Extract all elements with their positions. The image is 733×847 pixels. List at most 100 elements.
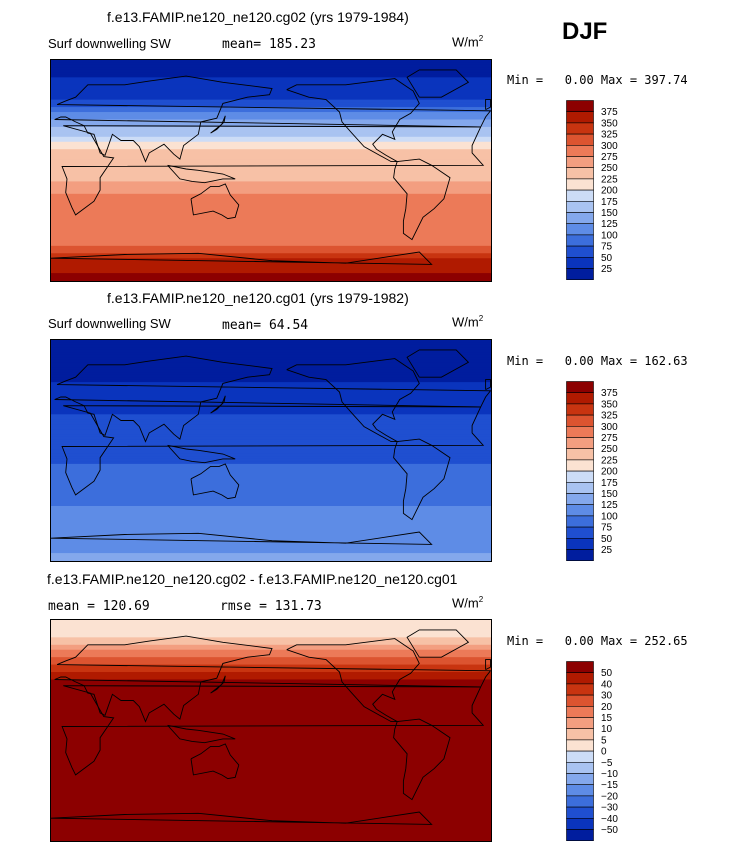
- map-band: [51, 657, 491, 661]
- map-band: [51, 766, 491, 770]
- map-band: [51, 414, 491, 418]
- map-band: [51, 421, 491, 425]
- season-label: DJF: [562, 18, 608, 45]
- map-band: [51, 169, 491, 173]
- map-band: [51, 691, 491, 695]
- map-band: [51, 253, 491, 257]
- map-band: [51, 667, 491, 671]
- colorbar-swatch: [566, 470, 594, 483]
- map-band: [51, 642, 491, 646]
- map-band: [51, 674, 491, 678]
- map-band: [51, 458, 491, 463]
- colorbar-label: 30: [601, 691, 613, 702]
- map-band: [51, 211, 491, 215]
- map-band: [51, 268, 491, 272]
- map-band: [51, 260, 491, 264]
- map-band: [51, 461, 491, 465]
- map-band: [51, 468, 491, 472]
- map-band: [51, 493, 491, 497]
- map-band: [51, 77, 491, 81]
- map-band: [51, 193, 491, 197]
- colorbar-label: −30: [601, 803, 618, 814]
- map-band: [51, 159, 491, 163]
- colorbar-swatch: [566, 739, 594, 752]
- map-band: [51, 379, 491, 383]
- map-band: [51, 250, 491, 254]
- map-band: [51, 151, 491, 155]
- coastline: [286, 78, 420, 163]
- map-band: [51, 396, 491, 401]
- colorbar-swatch: [566, 773, 594, 785]
- map-band: [51, 523, 491, 527]
- coastline: [210, 675, 226, 694]
- colorbar-swatch: [566, 661, 594, 673]
- coastline: [393, 438, 451, 521]
- map-band: [51, 548, 491, 552]
- map-band: [51, 275, 491, 279]
- coastline: [51, 811, 433, 825]
- panel-1-title: f.e13.FAMIP.ne120_ne120.cg02 (yrs 1979-1…: [107, 9, 409, 25]
- map-band: [51, 679, 491, 683]
- map-band: [51, 347, 491, 351]
- coastline: [406, 629, 470, 658]
- colorbar-label: 275: [601, 152, 618, 163]
- colorbar-swatch: [566, 683, 594, 696]
- map-band: [51, 270, 491, 274]
- map-band: [51, 453, 491, 458]
- colorbar-label: 300: [601, 141, 618, 152]
- map-band: [51, 456, 491, 460]
- map-band: [51, 798, 491, 802]
- map-band: [51, 129, 491, 133]
- map-band: [51, 795, 491, 799]
- map-band: [51, 741, 491, 745]
- map-band: [51, 498, 491, 502]
- map-band: [51, 131, 491, 135]
- map-band: [51, 72, 491, 76]
- colorbar-label: 50: [601, 668, 613, 679]
- colorbar-label: 10: [601, 724, 613, 735]
- map-band: [51, 411, 491, 415]
- map-band: [51, 622, 491, 626]
- map-band: [51, 119, 491, 123]
- colorbar-label: 0: [601, 747, 607, 758]
- map-band: [51, 463, 491, 467]
- colorbar-swatch: [566, 459, 594, 472]
- colorbar-label: 325: [601, 130, 618, 141]
- panel-1-mean: mean= 185.23: [222, 37, 316, 52]
- colorbar-swatch: [566, 728, 594, 741]
- panel-1-colorbar: 3753503253002752502252001751501251007550…: [566, 100, 618, 280]
- map-band: [51, 419, 491, 423]
- map-band: [51, 476, 491, 480]
- colorbar-swatch: [566, 100, 594, 112]
- map-band: [51, 624, 491, 629]
- map-band: [51, 748, 491, 752]
- map-band: [51, 793, 491, 797]
- coastline: [54, 635, 491, 723]
- colorbar-label: 350: [601, 399, 618, 410]
- map-band: [51, 278, 491, 281]
- coastline: [51, 531, 433, 545]
- map-band: [51, 372, 491, 376]
- map-band: [51, 518, 491, 522]
- map-band: [51, 230, 491, 235]
- colorbar-label: 15: [601, 713, 613, 724]
- map-band: [51, 535, 491, 539]
- panel-3-title: f.e13.FAMIP.ne120_ne120.cg02 - f.e13.FAM…: [47, 571, 458, 587]
- map-band: [51, 634, 491, 638]
- colorbar-swatch: [566, 178, 594, 191]
- map-band: [51, 758, 491, 762]
- map-band: [51, 416, 491, 420]
- colorbar-swatch: [566, 234, 594, 247]
- colorbar-label: 75: [601, 242, 613, 253]
- map-band: [51, 136, 491, 140]
- colorbar-label: −50: [601, 825, 618, 836]
- colorbar-label: −5: [601, 758, 613, 769]
- map-band: [51, 144, 491, 148]
- colorbar-swatch: [566, 829, 594, 841]
- map-band: [51, 466, 491, 470]
- panel-2-map: [50, 339, 492, 562]
- colorbar-label: 50: [601, 253, 613, 264]
- colorbar-swatch: [566, 245, 594, 258]
